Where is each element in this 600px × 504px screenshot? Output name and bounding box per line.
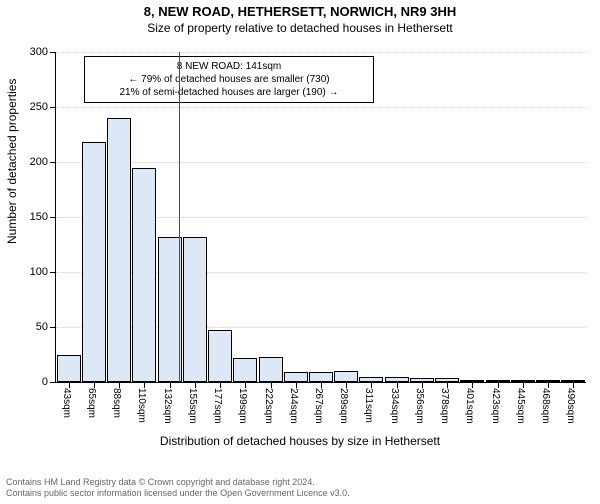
x-tick-label: 65sqm — [86, 388, 97, 418]
annotation-line3: 21% of semi-detached houses are larger (… — [91, 86, 367, 99]
histogram-bar — [208, 330, 232, 382]
y-tick-label: 0 — [42, 376, 48, 388]
gridline — [56, 162, 586, 163]
x-tick-label: 378sqm — [439, 388, 450, 424]
y-tick-label: 250 — [30, 101, 48, 113]
x-tick-label: 356sqm — [414, 388, 425, 424]
histogram-bar — [259, 357, 283, 382]
histogram-bar — [284, 372, 308, 382]
histogram-bar — [158, 237, 182, 382]
y-tick — [50, 327, 56, 328]
histogram-bar — [233, 358, 257, 382]
y-tick-label: 100 — [30, 266, 48, 278]
x-tick-label: 155sqm — [187, 388, 198, 424]
chart-subtitle: Size of property relative to detached ho… — [0, 21, 600, 35]
x-tick-label: 490sqm — [565, 388, 576, 424]
x-tick-label: 401sqm — [464, 388, 475, 424]
histogram-bar — [309, 372, 333, 382]
y-tick-label: 300 — [30, 46, 48, 58]
y-tick — [50, 52, 56, 53]
y-tick-label: 200 — [30, 156, 48, 168]
x-tick-label: 222sqm — [263, 388, 274, 424]
histogram-bar — [57, 355, 81, 383]
y-tick — [50, 107, 56, 108]
histogram-bar — [82, 142, 106, 382]
y-axis-title: Number of detached properties — [5, 79, 19, 244]
histogram-bar — [107, 118, 131, 382]
y-tick — [50, 272, 56, 273]
y-tick — [50, 162, 56, 163]
chart-container: Number of detached properties 8 NEW ROAD… — [0, 44, 600, 444]
x-tick-label: 88sqm — [111, 388, 122, 418]
footer-attribution: Contains HM Land Registry data © Crown c… — [6, 477, 350, 500]
x-tick-label: 110sqm — [136, 388, 147, 423]
x-tick-label: 132sqm — [162, 388, 173, 424]
histogram-bar — [183, 237, 207, 382]
footer-line2: Contains public sector information licen… — [6, 488, 350, 500]
x-tick-label: 199sqm — [237, 388, 248, 424]
gridline — [56, 107, 586, 108]
x-tick-label: 244sqm — [288, 388, 299, 424]
x-tick-label: 445sqm — [515, 388, 526, 424]
x-tick-label: 468sqm — [540, 388, 551, 424]
x-axis-title: Distribution of detached houses by size … — [0, 434, 600, 448]
histogram-bar — [334, 371, 358, 382]
y-tick-label: 150 — [30, 211, 48, 223]
gridline — [56, 52, 586, 53]
y-tick-label: 50 — [36, 321, 48, 333]
y-tick — [50, 382, 56, 383]
x-tick-label: 289sqm — [338, 388, 349, 424]
annotation-line2: ← 79% of detached houses are smaller (73… — [91, 73, 367, 86]
x-tick-label: 311sqm — [363, 388, 374, 423]
x-tick-label: 43sqm — [61, 388, 72, 418]
x-tick-label: 334sqm — [389, 388, 400, 424]
histogram-bar — [132, 168, 156, 383]
annotation-box: 8 NEW ROAD: 141sqm ← 79% of detached hou… — [84, 56, 374, 103]
x-tick-label: 423sqm — [490, 388, 501, 424]
annotation-line1: 8 NEW ROAD: 141sqm — [91, 60, 367, 73]
x-tick-label: 177sqm — [212, 388, 223, 424]
footer-line1: Contains HM Land Registry data © Crown c… — [6, 477, 350, 489]
reference-line — [179, 52, 180, 382]
plot-area: 8 NEW ROAD: 141sqm ← 79% of detached hou… — [55, 52, 586, 383]
y-tick — [50, 217, 56, 218]
x-tick-label: 267sqm — [313, 388, 324, 424]
page-title: 8, NEW ROAD, HETHERSETT, NORWICH, NR9 3H… — [0, 4, 600, 19]
